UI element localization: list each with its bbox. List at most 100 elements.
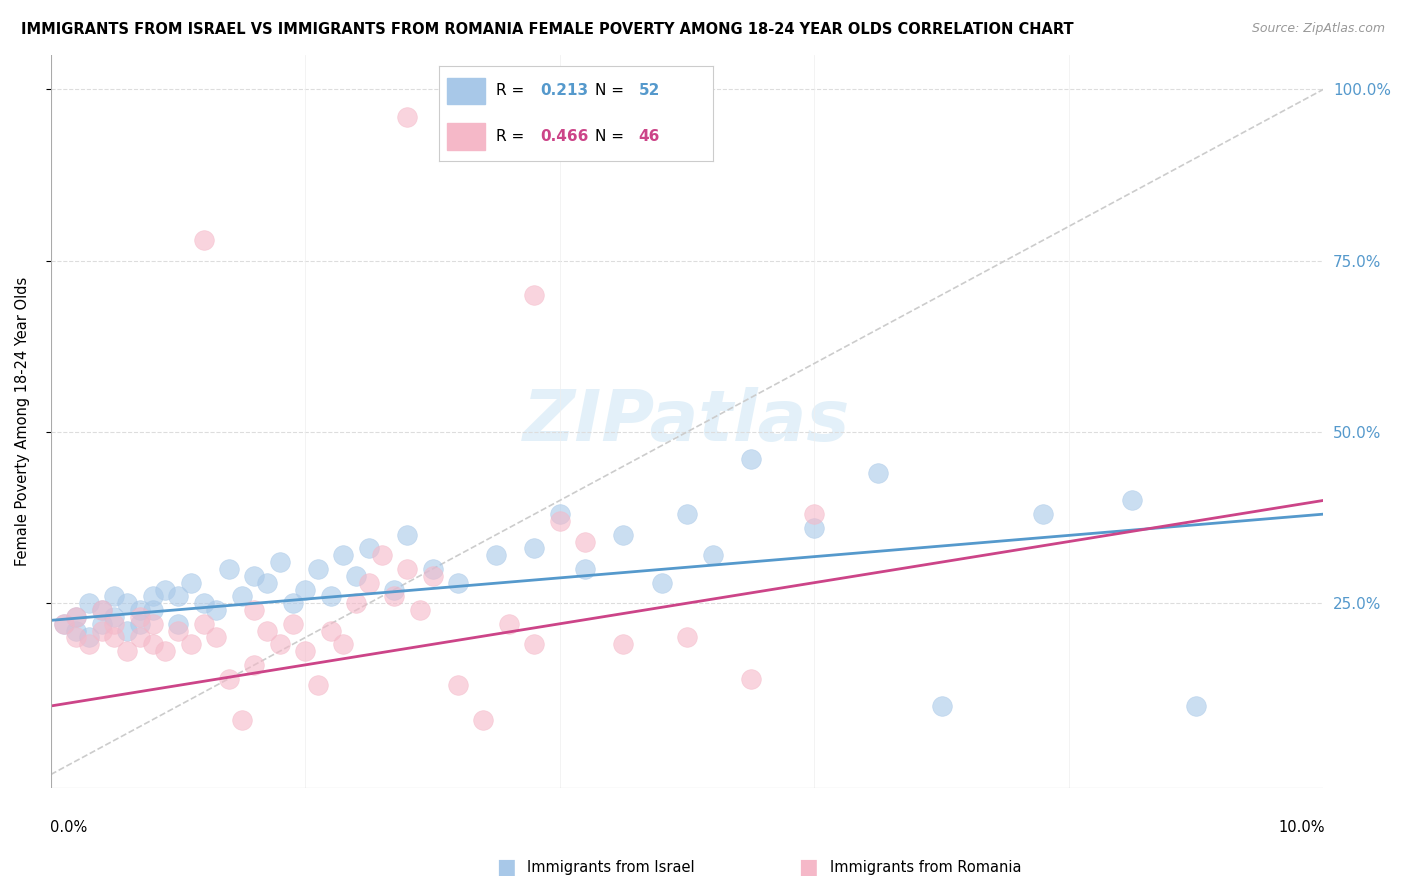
Point bbox=[676, 631, 699, 645]
Point bbox=[384, 590, 406, 604]
Point bbox=[803, 521, 825, 535]
Point bbox=[485, 548, 508, 562]
Text: 0.0%: 0.0% bbox=[49, 820, 87, 835]
Text: Immigrants from Israel: Immigrants from Israel bbox=[527, 860, 695, 874]
Point bbox=[548, 514, 571, 528]
Point bbox=[294, 644, 316, 658]
Point bbox=[294, 582, 316, 597]
Y-axis label: Female Poverty Among 18-24 Year Olds: Female Poverty Among 18-24 Year Olds bbox=[15, 277, 30, 566]
Point bbox=[740, 672, 762, 686]
Point bbox=[422, 569, 444, 583]
Point bbox=[90, 616, 112, 631]
Point bbox=[65, 610, 87, 624]
Point bbox=[77, 631, 100, 645]
Point bbox=[357, 541, 380, 556]
Text: 10.0%: 10.0% bbox=[1278, 820, 1324, 835]
Point bbox=[574, 562, 596, 576]
Point bbox=[103, 610, 125, 624]
Point bbox=[142, 590, 165, 604]
Point bbox=[574, 534, 596, 549]
Point bbox=[129, 616, 152, 631]
Point bbox=[396, 562, 419, 576]
Point bbox=[103, 590, 125, 604]
Point bbox=[447, 575, 470, 590]
Point bbox=[281, 596, 304, 610]
Point bbox=[384, 582, 406, 597]
Point bbox=[231, 590, 253, 604]
Point bbox=[319, 590, 342, 604]
Point bbox=[523, 637, 546, 651]
Point bbox=[65, 610, 87, 624]
Point bbox=[740, 452, 762, 467]
Point bbox=[218, 562, 240, 576]
Point bbox=[205, 631, 228, 645]
Point bbox=[396, 110, 419, 124]
Point bbox=[77, 637, 100, 651]
Point bbox=[651, 575, 673, 590]
Point bbox=[803, 507, 825, 521]
Point bbox=[129, 631, 152, 645]
Point bbox=[344, 569, 367, 583]
Point bbox=[90, 603, 112, 617]
Point bbox=[472, 713, 495, 727]
Point bbox=[90, 603, 112, 617]
Point bbox=[193, 596, 215, 610]
Point bbox=[612, 637, 634, 651]
Point bbox=[52, 616, 75, 631]
Point bbox=[332, 637, 354, 651]
Point bbox=[243, 569, 266, 583]
Point bbox=[931, 698, 953, 713]
Point bbox=[167, 616, 190, 631]
Point bbox=[180, 637, 202, 651]
Point bbox=[142, 616, 165, 631]
Text: ■: ■ bbox=[799, 857, 818, 877]
Point bbox=[409, 603, 432, 617]
Point bbox=[193, 233, 215, 247]
Point bbox=[155, 582, 177, 597]
Point bbox=[256, 575, 278, 590]
Point bbox=[115, 596, 138, 610]
Point bbox=[307, 562, 329, 576]
Point bbox=[205, 603, 228, 617]
Point bbox=[155, 644, 177, 658]
Point bbox=[103, 616, 125, 631]
Point bbox=[447, 678, 470, 692]
Point bbox=[612, 527, 634, 541]
Point bbox=[269, 637, 291, 651]
Point bbox=[115, 644, 138, 658]
Point bbox=[422, 562, 444, 576]
Point bbox=[281, 616, 304, 631]
Point bbox=[77, 596, 100, 610]
Point bbox=[498, 616, 520, 631]
Text: IMMIGRANTS FROM ISRAEL VS IMMIGRANTS FROM ROMANIA FEMALE POVERTY AMONG 18-24 YEA: IMMIGRANTS FROM ISRAEL VS IMMIGRANTS FRO… bbox=[21, 22, 1074, 37]
Point bbox=[1185, 698, 1208, 713]
Point bbox=[193, 616, 215, 631]
Point bbox=[90, 624, 112, 638]
Point bbox=[243, 603, 266, 617]
Point bbox=[167, 590, 190, 604]
Point bbox=[129, 610, 152, 624]
Point bbox=[396, 527, 419, 541]
Point bbox=[702, 548, 724, 562]
Point bbox=[129, 603, 152, 617]
Point bbox=[1032, 507, 1054, 521]
Point bbox=[307, 678, 329, 692]
Point bbox=[1121, 493, 1143, 508]
Point bbox=[866, 466, 889, 480]
Point bbox=[357, 575, 380, 590]
Point bbox=[65, 631, 87, 645]
Point bbox=[65, 624, 87, 638]
Point bbox=[103, 631, 125, 645]
Point bbox=[269, 555, 291, 569]
Point bbox=[167, 624, 190, 638]
Point bbox=[548, 507, 571, 521]
Point bbox=[115, 624, 138, 638]
Point bbox=[256, 624, 278, 638]
Point bbox=[231, 713, 253, 727]
Text: Source: ZipAtlas.com: Source: ZipAtlas.com bbox=[1251, 22, 1385, 36]
Point bbox=[180, 575, 202, 590]
Point bbox=[142, 603, 165, 617]
Text: ■: ■ bbox=[496, 857, 516, 877]
Point bbox=[344, 596, 367, 610]
Point bbox=[370, 548, 392, 562]
